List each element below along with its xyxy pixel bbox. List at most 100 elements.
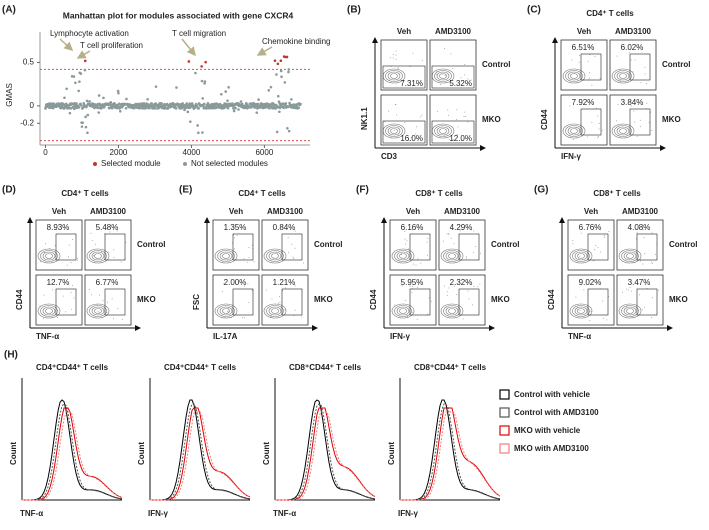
column-header: AMD3100 [444,207,481,216]
gate-percent: 3.84% [621,98,644,107]
event-dot [446,291,448,293]
y-axis-label: Count [137,442,146,465]
event-dot [639,126,641,128]
event-dot [467,290,469,292]
event-dot [572,138,574,140]
event-dot [453,285,455,287]
histogram-curve [400,407,501,501]
annotation: Lymphocyte activation [50,29,129,38]
gate-percent: 4.08% [628,223,651,232]
module-point [202,105,205,108]
module-point [234,106,237,110]
contour [439,73,447,79]
event-dot [456,294,458,296]
event-dot [404,238,406,240]
event-dot [651,261,653,263]
event-dot [464,116,466,118]
panel-label: (H) [4,350,18,361]
module-point [286,105,290,109]
gate [458,233,480,261]
contour [574,306,588,316]
event-dot [96,304,98,306]
contour [572,250,590,262]
y-axis-label: CD44 [369,289,378,310]
contour [86,248,110,264]
gate [382,65,426,89]
gate [55,288,77,316]
module-point [75,102,78,105]
event-dot [448,232,450,234]
event-dot [580,232,582,234]
histogram-curve [275,399,376,501]
row-header: MKO [137,295,156,304]
legend-marker [183,162,187,166]
event-dot [384,121,386,123]
event-dot [589,72,591,74]
event-dot [285,287,287,289]
event-dot [247,261,249,263]
event-dot [57,316,59,318]
module-point [201,97,205,100]
module-point [181,102,184,105]
contour [391,303,415,319]
plot-title: CD8⁺CD44⁺ T cells [289,363,362,372]
event-dot [452,68,454,70]
panel-title: CD4⁺ T cells [61,189,109,198]
y-axis-label: CD44 [15,289,24,310]
event-dot [243,285,245,287]
event-dot [601,129,603,131]
event-dot [224,316,226,318]
event-dot [632,71,634,73]
event-dot [648,122,650,124]
contour [42,306,56,316]
legend-marker [499,389,510,400]
gate [409,288,431,316]
x-axis-label: IFN-γ [561,152,582,161]
module-point [117,91,120,95]
event-dot [620,79,622,81]
event-dot [445,306,447,308]
contour [577,253,585,259]
x-axis-label: TNF-α [36,332,59,341]
event-dot [404,299,406,301]
event-dot [404,231,406,233]
contour [37,303,61,319]
module-point [150,102,153,105]
module-point [290,98,293,101]
column-header: AMD3100 [435,27,472,36]
event-dot [106,283,108,285]
column-header: AMD3100 [267,207,304,216]
contour [263,248,287,264]
event-dot [43,251,45,253]
gate [104,288,126,316]
event-dot [586,136,588,138]
contour [271,253,279,259]
x-tick-label: 2000 [110,148,128,157]
event-dot [447,109,449,111]
contour [94,253,102,259]
event-dot [651,129,653,131]
plot-title: CD4⁺CD44⁺ T cells [36,363,109,372]
contour [399,253,407,259]
event-dot [639,119,641,121]
event-dot [589,320,591,322]
event-dot [577,258,579,260]
gate [587,288,609,316]
gate [104,233,126,261]
gate-percent: 2.32% [450,278,473,287]
contour [94,308,102,314]
module-point [279,69,283,73]
legend-label: Control with AMD3100 [514,408,599,417]
event-dot [294,309,296,311]
event-dot [427,237,429,239]
event-dot [631,290,633,292]
contour [45,308,53,314]
event-dot [395,50,397,52]
annotation-arrow [181,38,196,57]
event-dot [443,134,445,136]
event-dot [644,73,646,75]
event-dot [645,83,647,85]
event-dot [621,310,623,312]
y-tick-label: -0.2 [20,118,34,127]
x-axis-label: IFN-γ [398,509,419,518]
